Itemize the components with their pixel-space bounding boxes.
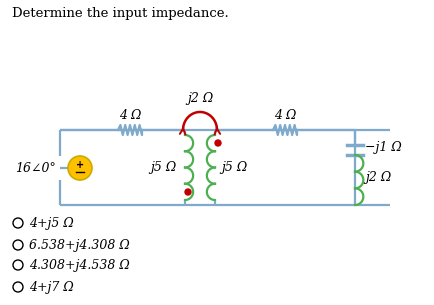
Text: 4+j5 Ω: 4+j5 Ω	[29, 217, 74, 229]
Text: Determine the input impedance.: Determine the input impedance.	[12, 7, 228, 20]
Text: j5 Ω: j5 Ω	[220, 161, 247, 174]
Circle shape	[184, 189, 191, 195]
Text: −j1 Ω: −j1 Ω	[364, 142, 401, 155]
Text: j2 Ω: j2 Ω	[364, 171, 390, 185]
Text: 6.538+j4.308 Ω: 6.538+j4.308 Ω	[29, 239, 129, 252]
Text: 4 Ω: 4 Ω	[118, 109, 141, 122]
Circle shape	[68, 156, 92, 180]
Text: 16∠0°: 16∠0°	[15, 162, 56, 174]
Text: j5 Ω: j5 Ω	[151, 161, 177, 174]
Text: +: +	[76, 160, 84, 170]
Text: 4+j7 Ω: 4+j7 Ω	[29, 281, 74, 293]
Circle shape	[214, 140, 220, 146]
Text: j2 Ω: j2 Ω	[187, 92, 213, 105]
Text: 4.308+j4.538 Ω: 4.308+j4.538 Ω	[29, 259, 129, 271]
Text: 4 Ω: 4 Ω	[273, 109, 296, 122]
